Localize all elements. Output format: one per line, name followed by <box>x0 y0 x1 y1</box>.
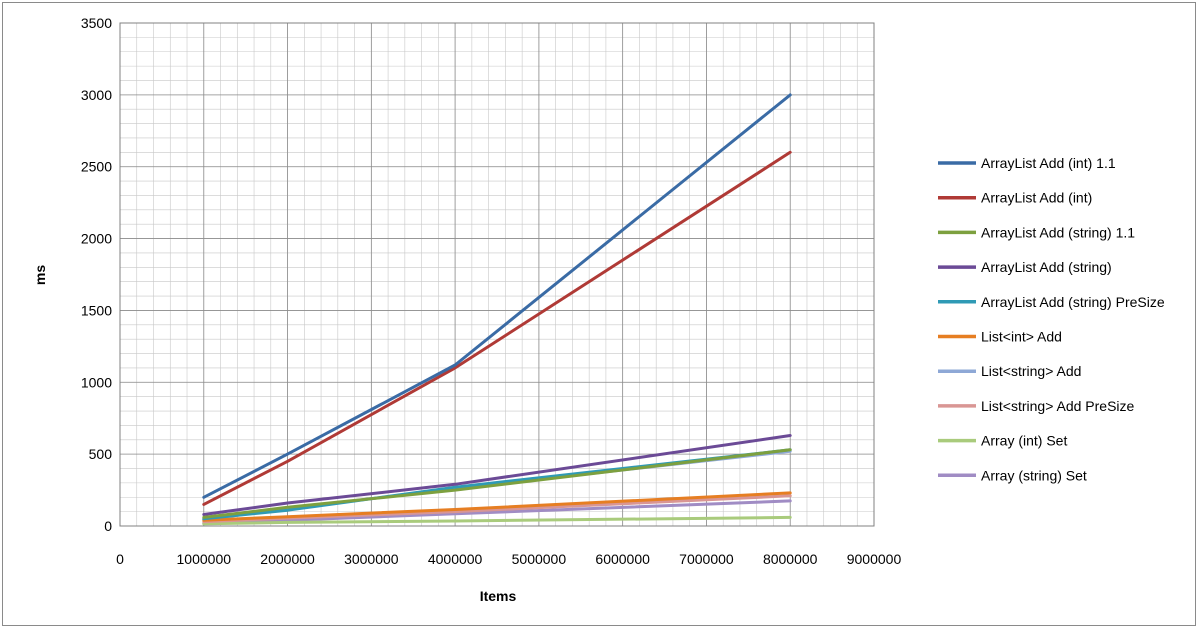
legend-label: Array (string) Set <box>981 467 1087 483</box>
x-tick-label: 8000000 <box>763 551 818 567</box>
y-tick-label: 500 <box>89 446 113 462</box>
x-tick-label: 7000000 <box>679 551 734 567</box>
x-tick-label: 0 <box>116 551 124 567</box>
x-tick-label: 4000000 <box>428 551 483 567</box>
series-line <box>202 434 792 516</box>
major-gridlines <box>119 22 875 527</box>
plot-area <box>119 22 875 527</box>
line-chart: 0 500 1000 1500 2000 2500 3000 3500 0 1000000 200… <box>32 15 1165 604</box>
y-axis-ticks: 0 500 1000 1500 2000 2500 3000 3500 <box>81 15 112 534</box>
x-tick-label: 5000000 <box>512 551 567 567</box>
legend: ArrayList Add (int) 1.1 ArrayList Add (in… <box>938 155 1165 483</box>
legend-label: ArrayList Add (string) 1.1 <box>981 224 1135 240</box>
y-tick-label: 3500 <box>81 15 112 31</box>
legend-label: ArrayList Add (string) <box>981 259 1112 275</box>
legend-label: List<string> Add PreSize <box>981 398 1135 414</box>
series-lines <box>202 93 792 526</box>
legend-label: ArrayList Add (int) <box>981 190 1092 206</box>
legend-label: Array (int) Set <box>981 433 1067 449</box>
legend-label: List<int> Add <box>981 329 1062 345</box>
x-tick-label: 9000000 <box>847 551 902 567</box>
y-tick-label: 3000 <box>81 87 112 103</box>
y-tick-label: 1500 <box>81 302 112 318</box>
y-axis-title: ms <box>32 265 48 285</box>
series-line <box>202 448 792 519</box>
x-axis-ticks: 0 1000000 2000000 3000000 4000000 5000000 6000… <box>116 551 901 567</box>
x-tick-label: 3000000 <box>344 551 399 567</box>
legend-label: List<string> Add <box>981 363 1081 379</box>
y-tick-label: 2500 <box>81 159 112 175</box>
series-line <box>202 93 792 499</box>
y-tick-label: 2000 <box>81 231 112 247</box>
series-line <box>202 491 792 522</box>
x-tick-label: 1000000 <box>177 551 232 567</box>
series-line <box>202 515 792 526</box>
y-tick-label: 1000 <box>81 374 112 390</box>
series-line <box>202 150 792 506</box>
x-tick-label: 2000000 <box>260 551 315 567</box>
x-tick-label: 6000000 <box>595 551 650 567</box>
x-axis-title: Items <box>480 588 517 604</box>
legend-label: ArrayList Add (int) 1.1 <box>981 155 1116 171</box>
y-tick-label: 0 <box>104 518 112 534</box>
minor-gridlines <box>120 23 874 526</box>
legend-label: ArrayList Add (string) PreSize <box>981 294 1165 310</box>
